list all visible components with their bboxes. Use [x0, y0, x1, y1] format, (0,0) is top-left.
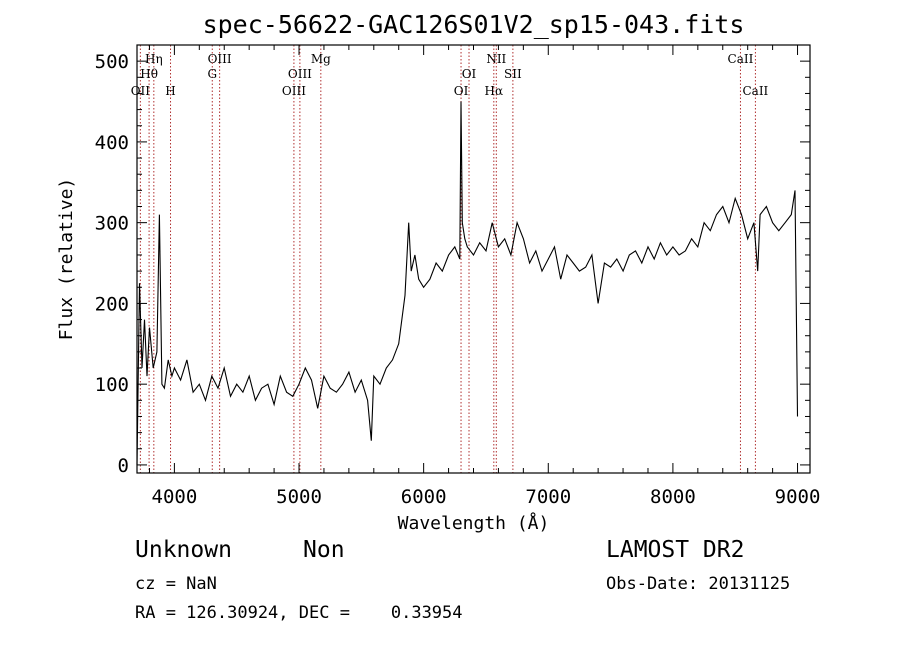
coordinates: RA = 126.30924, DEC = 0.33954 — [135, 603, 463, 623]
line-marker-label: OI — [454, 84, 469, 98]
line-marker-label: NII — [486, 52, 506, 66]
x-tick-label: 9000 — [775, 486, 821, 508]
line-marker-label: Hθ — [140, 67, 158, 81]
spectrum-series — [136, 101, 799, 465]
line-marker-label: OII — [131, 84, 151, 98]
x-axis-label: Wavelength (Å) — [398, 512, 550, 534]
x-tick-label: 7000 — [525, 486, 571, 508]
chart-title: spec-56622-GAC126S01V2_sp15-043.fits — [203, 10, 745, 39]
axis-ticks: 4000 5000 6000 7000 8000 9000 0 100 200 300 400 500 — [95, 45, 821, 508]
plot-frame — [136, 44, 811, 474]
line-marker-label: CaII — [728, 52, 754, 66]
y-tick-label: 500 — [95, 51, 129, 73]
observation-date: Obs-Date: 20131125 — [606, 574, 791, 594]
redshift-cz: cz = NaN — [135, 574, 217, 594]
line-marker-label: Hα — [485, 84, 504, 98]
line-marker-label: CaII — [742, 84, 768, 98]
y-tick-label: 0 — [118, 455, 129, 477]
y-tick-label: 400 — [95, 132, 129, 154]
survey-name: LAMOST DR2 — [606, 537, 745, 563]
line-marker-label: OIII — [208, 52, 232, 66]
object-subclass: Non — [303, 537, 345, 563]
line-marker-label: OIII — [282, 84, 306, 98]
line-marker-label: Hη — [145, 52, 163, 66]
x-tick-label: 8000 — [650, 486, 696, 508]
line-marker-label: Mg — [311, 52, 331, 66]
x-tick-label: 6000 — [401, 486, 447, 508]
y-axis-label: Flux (relative) — [56, 178, 77, 341]
line-marker-label: OI — [462, 67, 477, 81]
y-tick-label: 200 — [95, 293, 129, 315]
y-tick-label: 100 — [95, 374, 129, 396]
object-class: Unknown — [135, 537, 232, 563]
x-tick-label: 4000 — [152, 486, 198, 508]
line-marker-label: G — [207, 67, 217, 81]
line-marker-label: OIII — [288, 67, 312, 81]
y-tick-label: 300 — [95, 213, 129, 235]
x-tick-label: 5000 — [276, 486, 322, 508]
line-marker-label: H — [165, 84, 175, 98]
line-marker-label: SII — [504, 67, 522, 81]
